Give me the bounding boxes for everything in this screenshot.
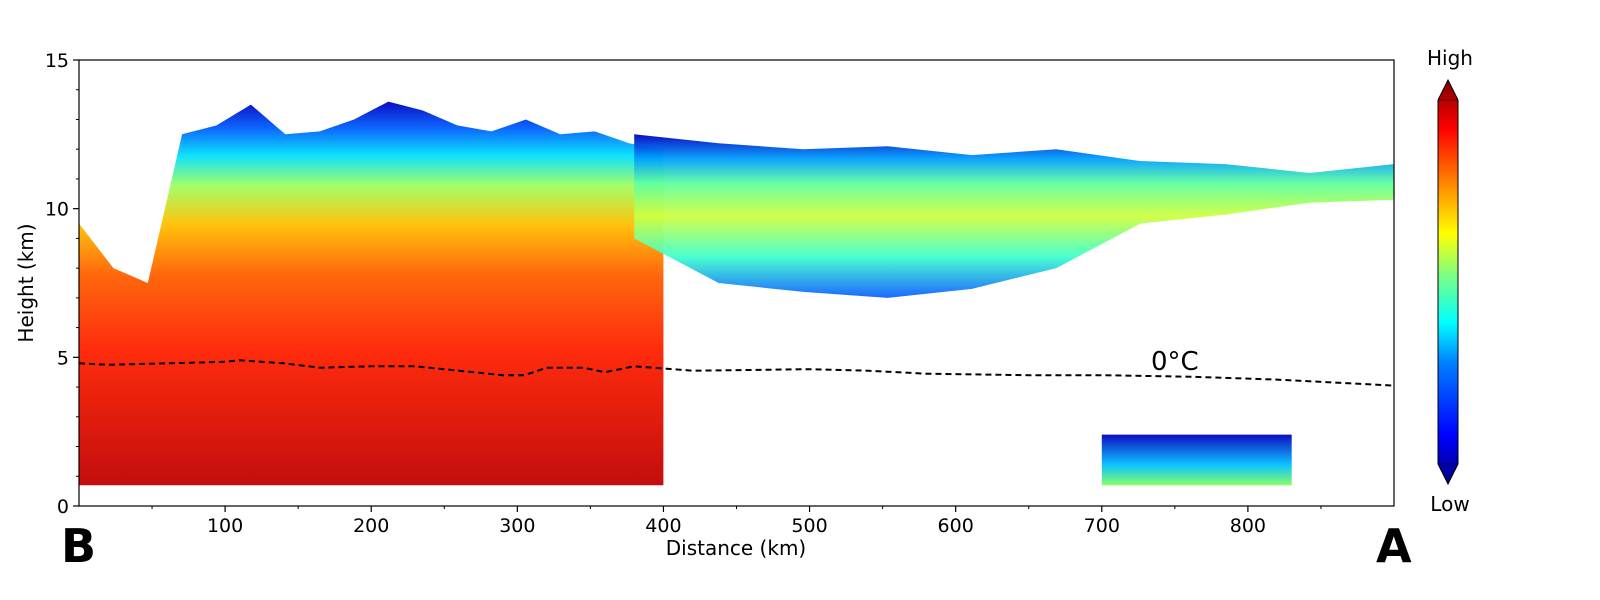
- echo-region-shallow-cells: [1101, 434, 1292, 486]
- colorbar-top-label: High: [1427, 46, 1473, 70]
- x-tick-label: 300: [499, 515, 535, 537]
- y-tick-label: 10: [45, 199, 69, 221]
- x-axis-ticks: 100 200 300 400 500 600 700 800: [151, 506, 1322, 537]
- freezing-level-line: [79, 359, 1394, 387]
- y-tick-label: 15: [45, 50, 69, 72]
- y-axis-label: Height (km): [14, 223, 38, 342]
- y-axis-ticks: 0 5 10 15: [45, 50, 79, 518]
- colorbar: High Low: [1427, 46, 1473, 516]
- colorbar-body: [1437, 78, 1459, 486]
- x-tick-label: 600: [938, 515, 974, 537]
- echo-region-anvil: [634, 134, 1394, 298]
- x-tick-label: 800: [1230, 515, 1266, 537]
- echo-region-main-storm: [79, 101, 664, 486]
- x-axis-label: Distance (km): [666, 536, 806, 560]
- x-tick-label: 400: [645, 515, 681, 537]
- y-tick-label: 5: [57, 347, 69, 369]
- endpoint-label-left: B: [61, 519, 96, 573]
- x-tick-label: 100: [207, 515, 243, 537]
- x-tick-label: 500: [791, 515, 827, 537]
- y-tick-label: 0: [57, 496, 69, 518]
- plot-area: [79, 101, 1394, 486]
- colorbar-bottom-label: Low: [1430, 492, 1469, 516]
- freezing-level-label: 0°C: [1151, 347, 1199, 377]
- x-tick-label: 700: [1084, 515, 1120, 537]
- endpoint-label-right: A: [1376, 519, 1412, 573]
- echo-layer: [79, 101, 1394, 486]
- x-tick-label: 200: [353, 515, 389, 537]
